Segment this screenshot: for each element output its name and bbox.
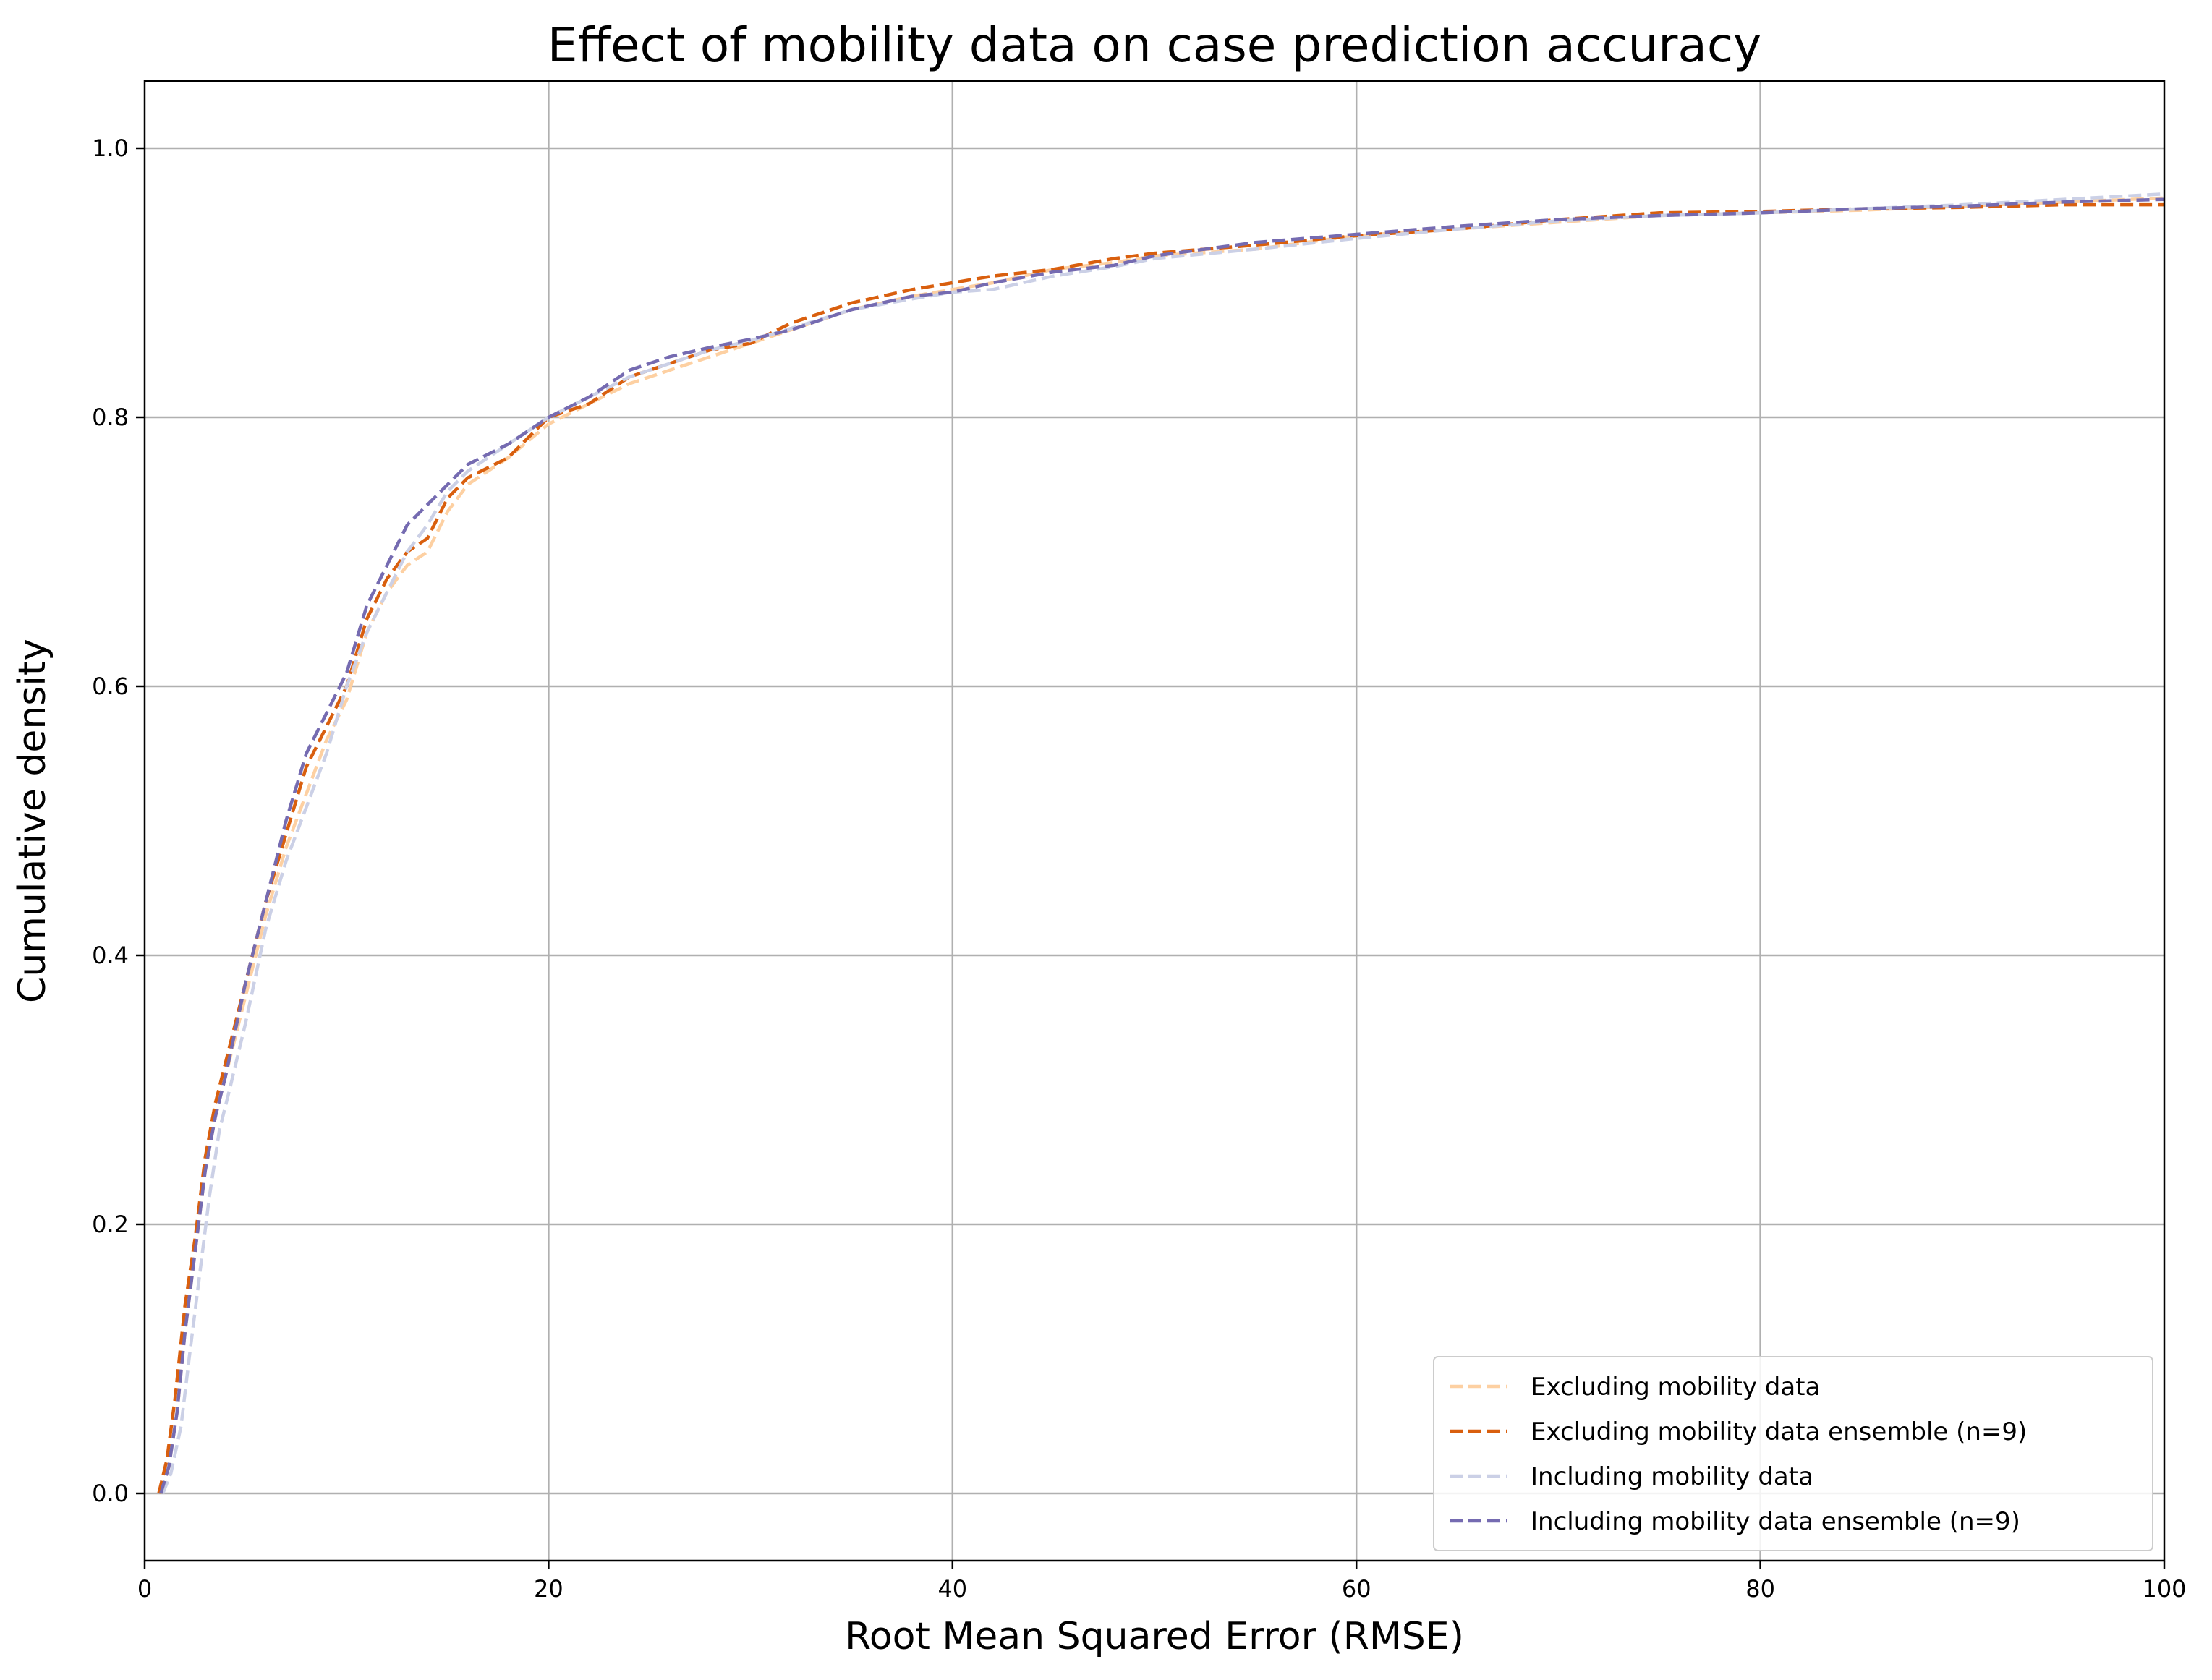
- y-tick-label: 1.0: [92, 135, 129, 162]
- series-line-4: [159, 197, 2165, 1494]
- legend-label-4: Including mobility data ensemble (n=9): [1531, 1507, 2020, 1536]
- series-lines: [157, 192, 2165, 1494]
- x-tick-label: 0: [137, 1575, 152, 1603]
- legend-label-1: Excluding mobility data: [1531, 1373, 1820, 1402]
- axis-ticks: 0 20 40 60 80 100 0.0 0.2 0.4 0.6 0.8 1.0: [92, 135, 2186, 1603]
- x-axis-title: Root Mean Squared Error (RMSE): [845, 1615, 1464, 1658]
- chart-title: Effect of mobility data on case predicti…: [548, 17, 1761, 73]
- x-tick-label: 20: [534, 1575, 563, 1603]
- y-tick-label: 0.2: [92, 1211, 129, 1238]
- legend-label-2: Excluding mobility data ensemble (n=9): [1531, 1417, 2027, 1446]
- grid-lines: [145, 81, 2164, 1561]
- plot-frame: [143, 80, 2166, 1562]
- series-line-2: [157, 202, 2164, 1494]
- y-tick-label: 0.0: [92, 1480, 129, 1507]
- x-tick-label: 60: [1342, 1575, 1371, 1603]
- y-tick-label: 0.8: [92, 404, 129, 431]
- legend-label-3: Including mobility data: [1531, 1462, 1813, 1491]
- legend: Excluding mobility data Excluding mobilit…: [1433, 1356, 2153, 1551]
- series-line-3: [161, 192, 2165, 1494]
- y-tick-label: 0.4: [92, 942, 129, 969]
- legend-box: [1433, 1356, 2153, 1551]
- x-tick-label: 100: [2142, 1575, 2186, 1603]
- x-tick-label: 80: [1745, 1575, 1775, 1603]
- x-tick-label: 40: [937, 1575, 967, 1603]
- y-tick-label: 0.6: [92, 673, 129, 700]
- y-axis-title: Cumulative density: [11, 639, 54, 1003]
